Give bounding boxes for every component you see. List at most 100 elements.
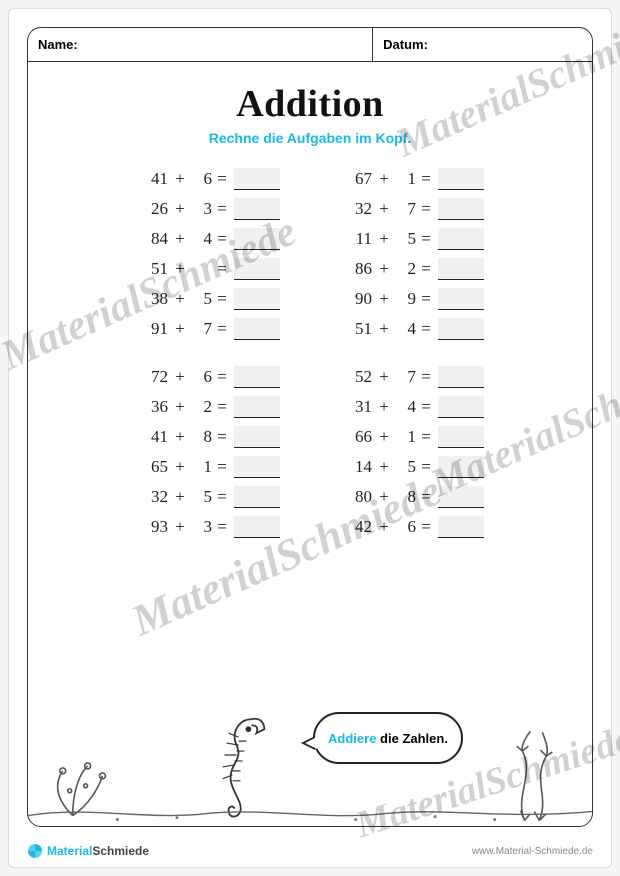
operator: + xyxy=(372,457,396,477)
date-field-label: Datum: xyxy=(373,28,592,61)
content-frame: Name: Datum: Addition Rechne die Aufgabe… xyxy=(27,27,593,827)
operand-b: 7 xyxy=(396,199,416,219)
operand-a: 84 xyxy=(136,229,168,249)
operand-a: 42 xyxy=(340,517,372,537)
problem-row: 32+7= xyxy=(340,198,484,220)
operand-a: 26 xyxy=(136,199,168,219)
operator: + xyxy=(168,487,192,507)
problem-row: 90+9= xyxy=(340,288,484,310)
operand-b: 1 xyxy=(396,427,416,447)
operand-a: 93 xyxy=(136,517,168,537)
equals: = xyxy=(416,517,436,537)
operand-a: 90 xyxy=(340,289,372,309)
bubble-rest: die Zahlen. xyxy=(376,731,448,746)
operand-b: 1 xyxy=(192,457,212,477)
answer-blank[interactable] xyxy=(438,258,484,280)
answer-blank[interactable] xyxy=(234,366,280,388)
equals: = xyxy=(416,169,436,189)
problem-row: 36+2= xyxy=(136,396,280,418)
operand-b: 4 xyxy=(396,397,416,417)
answer-blank[interactable] xyxy=(234,426,280,448)
operand-a: 38 xyxy=(136,289,168,309)
operand-b: 6 xyxy=(192,367,212,387)
operand-a: 31 xyxy=(340,397,372,417)
answer-blank[interactable] xyxy=(438,516,484,538)
answer-blank[interactable] xyxy=(438,486,484,508)
answer-blank[interactable] xyxy=(234,198,280,220)
operand-a: 51 xyxy=(136,259,168,279)
operator: + xyxy=(372,259,396,279)
operand-a: 32 xyxy=(136,487,168,507)
operand-a: 86 xyxy=(340,259,372,279)
answer-blank[interactable] xyxy=(234,516,280,538)
problems-area: 41+6=26+3=84+4=51+=38+5=91+7=72+6=36+2=4… xyxy=(28,168,592,546)
equals: = xyxy=(416,289,436,309)
brand-logo: MaterialSchmiede xyxy=(27,843,149,859)
operator: + xyxy=(168,289,192,309)
equals: = xyxy=(212,169,232,189)
operator: + xyxy=(168,229,192,249)
answer-blank[interactable] xyxy=(234,288,280,310)
operator: + xyxy=(372,169,396,189)
problem-row: 93+3= xyxy=(136,516,280,538)
equals: = xyxy=(212,517,232,537)
footer-url: www.Material-Schmiede.de xyxy=(472,846,593,857)
operator: + xyxy=(372,289,396,309)
operand-b: 8 xyxy=(192,427,212,447)
worksheet-page: Name: Datum: Addition Rechne die Aufgabe… xyxy=(8,8,612,868)
brand-name-2: Schmiede xyxy=(92,844,149,858)
answer-blank[interactable] xyxy=(438,228,484,250)
answer-blank[interactable] xyxy=(438,288,484,310)
operand-b: 1 xyxy=(396,169,416,189)
answer-blank[interactable] xyxy=(234,228,280,250)
operand-a: 72 xyxy=(136,367,168,387)
bubble-highlight: Addiere xyxy=(328,731,376,746)
name-field-label: Name: xyxy=(28,28,373,61)
problems-col-right: 67+1=32+7=11+5=86+2=90+9=51+4=52+7=31+4=… xyxy=(340,168,484,546)
operator: + xyxy=(168,457,192,477)
speech-bubble: Addiere die Zahlen. xyxy=(313,712,463,764)
answer-blank[interactable] xyxy=(438,396,484,418)
operand-a: 11 xyxy=(340,229,372,249)
answer-blank[interactable] xyxy=(234,258,280,280)
equals: = xyxy=(416,199,436,219)
problem-row: 86+2= xyxy=(340,258,484,280)
operand-b: 3 xyxy=(192,199,212,219)
operand-a: 66 xyxy=(340,427,372,447)
answer-blank[interactable] xyxy=(438,366,484,388)
answer-blank[interactable] xyxy=(438,426,484,448)
operator: + xyxy=(168,259,192,279)
equals: = xyxy=(212,457,232,477)
operand-b: 4 xyxy=(192,229,212,249)
operand-b: 8 xyxy=(396,487,416,507)
operand-a: 80 xyxy=(340,487,372,507)
answer-blank[interactable] xyxy=(234,396,280,418)
equals: = xyxy=(416,367,436,387)
operand-b: 6 xyxy=(396,517,416,537)
equals: = xyxy=(416,259,436,279)
operand-a: 65 xyxy=(136,457,168,477)
problems-col-left: 41+6=26+3=84+4=51+=38+5=91+7=72+6=36+2=4… xyxy=(136,168,280,546)
answer-blank[interactable] xyxy=(438,456,484,478)
problem-row: 32+5= xyxy=(136,486,280,508)
answer-blank[interactable] xyxy=(234,318,280,340)
operand-a: 67 xyxy=(340,169,372,189)
answer-blank[interactable] xyxy=(234,486,280,508)
problem-row: 52+7= xyxy=(340,366,484,388)
answer-blank[interactable] xyxy=(438,168,484,190)
equals: = xyxy=(212,367,232,387)
operand-b: 5 xyxy=(396,229,416,249)
operator: + xyxy=(168,397,192,417)
operator: + xyxy=(168,427,192,447)
equals: = xyxy=(212,487,232,507)
answer-blank[interactable] xyxy=(234,456,280,478)
operator: + xyxy=(168,367,192,387)
answer-blank[interactable] xyxy=(234,168,280,190)
problem-row: 67+1= xyxy=(340,168,484,190)
answer-blank[interactable] xyxy=(438,318,484,340)
operand-a: 91 xyxy=(136,319,168,339)
equals: = xyxy=(416,229,436,249)
answer-blank[interactable] xyxy=(438,198,484,220)
operator: + xyxy=(372,199,396,219)
problem-row: 66+1= xyxy=(340,426,484,448)
